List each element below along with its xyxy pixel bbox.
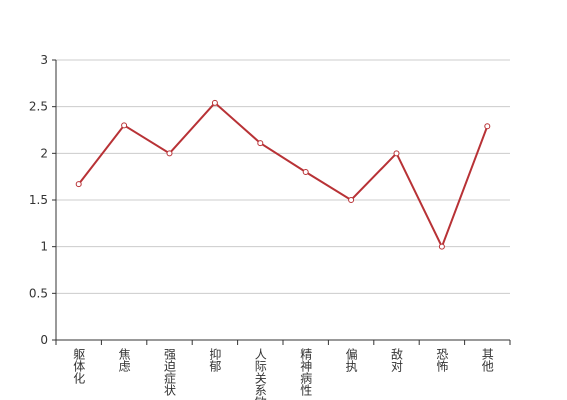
point — [302, 169, 309, 175]
y-tick-label: 1 — [40, 240, 48, 254]
x-tick-label: 精神病性 — [299, 348, 313, 397]
x-tick-label: 躯体化 — [72, 347, 86, 385]
point — [393, 150, 400, 157]
point — [211, 99, 218, 106]
point — [257, 140, 264, 147]
point — [166, 150, 173, 157]
x-tick-label: 焦虑 — [117, 348, 131, 372]
y-tick-label: 0.5 — [29, 286, 48, 300]
x-tick-label: 其他 — [480, 348, 494, 372]
x-tick-label: 偏执 — [344, 347, 358, 373]
y-tick-label: 3 — [40, 53, 48, 67]
x-tick-label: 恐怖 — [435, 348, 449, 372]
line — [77, 101, 489, 250]
point — [438, 243, 445, 250]
point — [75, 181, 82, 188]
point — [121, 122, 128, 129]
point — [348, 197, 355, 203]
y-tick-label: 2.5 — [29, 100, 48, 114]
y-tick-label: 1.5 — [29, 193, 48, 207]
x-tick-label: 敌对 — [390, 347, 404, 372]
point — [484, 123, 491, 130]
y-tick-label: 2 — [40, 146, 48, 160]
x-tick-label: 强迫症状 — [163, 348, 177, 396]
x-tick-label: 人际关系敏感 — [253, 348, 267, 400]
y-tick-label: 0 — [40, 333, 48, 347]
x-tick-label: 抑郁 — [208, 347, 222, 373]
